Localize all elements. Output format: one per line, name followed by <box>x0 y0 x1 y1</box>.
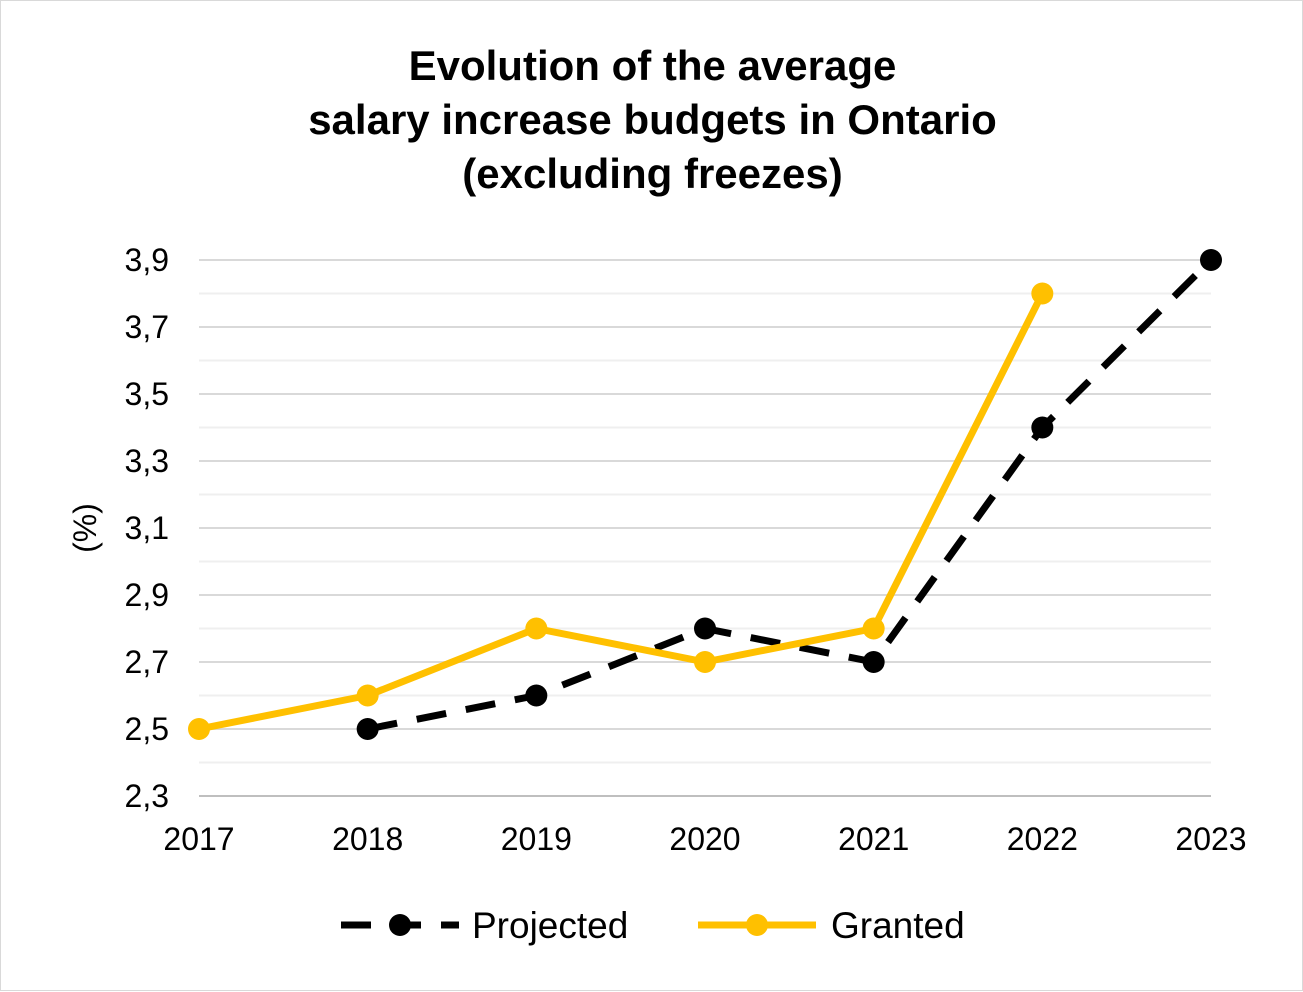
y-tick-label: 2,5 <box>125 711 169 747</box>
data-point <box>356 684 379 707</box>
data-point <box>356 718 379 740</box>
x-tick-label: 2022 <box>1007 821 1078 857</box>
data-point <box>525 684 548 707</box>
major-gridlines <box>199 259 1211 797</box>
y-tick-label: 3,7 <box>125 309 169 345</box>
data-point <box>525 617 548 640</box>
data-point <box>1200 249 1222 271</box>
y-tick-label: 2,3 <box>125 778 169 814</box>
y-tick-label: 3,3 <box>125 443 169 479</box>
y-tick-label: 3,9 <box>125 242 169 278</box>
legend-item-projected: Projected <box>341 905 628 946</box>
y-tick-label: 3,5 <box>125 376 169 412</box>
series-layer <box>188 249 1222 740</box>
x-tick-label: 2017 <box>163 821 234 857</box>
y-tick-label: 3,1 <box>125 510 169 546</box>
y-tick-label: 2,7 <box>125 644 169 680</box>
legend: Projected Granted <box>341 905 965 946</box>
data-point <box>1031 416 1054 439</box>
y-axis-tick-labels: 2,3 2,5 2,7 2,9 3,1 3,3 3,5 3,7 3,9 <box>125 242 169 814</box>
data-point <box>862 617 885 640</box>
series-line <box>198 291 1046 733</box>
chart-title-line-3: (excluding freezes) <box>462 150 843 197</box>
series-granted <box>188 282 1054 740</box>
y-axis-title: (%) <box>67 503 103 553</box>
legend-item-granted: Granted <box>698 905 965 946</box>
x-tick-label: 2019 <box>501 821 572 857</box>
chart-title-line-2: salary increase budgets in Ontario <box>308 96 997 143</box>
chart-title: Evolution of the average salary increase… <box>1 39 1303 201</box>
legend-label: Granted <box>831 905 965 946</box>
y-tick-label: 2,9 <box>125 577 169 613</box>
data-point <box>188 718 210 740</box>
legend-marker <box>389 914 411 936</box>
x-axis-tick-labels: 2017 2018 2019 2020 2021 2022 2023 <box>163 821 1246 857</box>
series-line <box>366 257 1214 733</box>
legend-label: Projected <box>472 905 628 946</box>
data-point <box>694 617 716 640</box>
series-projected <box>356 249 1222 740</box>
chart-title-line-1: Evolution of the average <box>408 42 897 89</box>
data-point <box>694 651 716 673</box>
x-tick-label: 2021 <box>838 821 909 857</box>
data-point <box>1031 282 1054 305</box>
x-tick-label: 2023 <box>1175 821 1246 857</box>
legend-marker <box>746 914 768 936</box>
data-point <box>862 651 885 673</box>
x-tick-label: 2020 <box>669 821 740 857</box>
x-tick-label: 2018 <box>332 821 403 857</box>
